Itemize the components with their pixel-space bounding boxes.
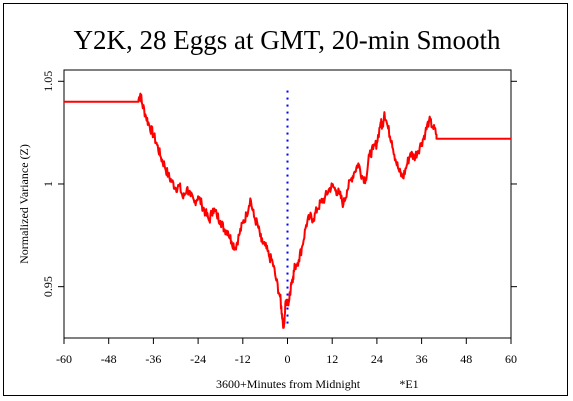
marker-dot [286,216,289,219]
x-tick-label: 24 [371,352,383,366]
x-axis-note: *E1 [399,377,418,391]
y-axis: 0.95 1 1.05 [41,71,517,297]
marker-dot [286,160,289,163]
marker-dot [286,321,289,324]
y-tick-label: 0.95 [41,276,55,297]
marker-dot [286,188,289,191]
marker-dot [286,132,289,135]
y-tick-label: 1 [41,181,55,187]
midnight-marker [286,90,289,324]
marker-dot [286,125,289,128]
chart-title: Y2K, 28 Eggs at GMT, 20-min Smooth [74,25,501,55]
marker-dot [286,209,289,212]
x-tick-label: 36 [416,352,428,366]
x-tick-label: -12 [235,352,251,366]
chart-frame [3,3,568,396]
x-tick-label: 48 [460,352,472,366]
marker-dot [286,293,289,296]
y-tick-label: 1.05 [41,71,55,92]
x-tick-label: -60 [56,352,72,366]
marker-dot [286,265,289,268]
series-lines [64,92,511,329]
marker-dot [286,251,289,254]
marker-dot [286,153,289,156]
marker-dot [286,195,289,198]
x-axis: -60 -48 -36 -24 -12 0 12 24 36 48 60 [56,338,517,366]
marker-dot [286,118,289,121]
marker-dot [286,174,289,177]
x-tick-label: -24 [190,352,206,366]
marker-dot [286,167,289,170]
x-tick-label: 60 [505,352,517,366]
marker-dot [286,223,289,226]
x-axis-label: 3600+Minutes from Midnight [216,377,361,391]
marker-dot [286,307,289,310]
marker-dot [286,202,289,205]
marker-dot [286,258,289,261]
marker-dot [286,111,289,114]
x-tick-label: 12 [326,352,338,366]
marker-dot [286,181,289,184]
marker-dot [286,286,289,289]
marker-dot [286,104,289,107]
x-tick-label: -48 [101,352,117,366]
marker-dot [286,314,289,317]
marker-dot [286,139,289,142]
marker-dot [286,146,289,149]
marker-dot [286,272,289,275]
marker-dot [286,244,289,247]
marker-dot [286,90,289,93]
x-tick-label: 0 [285,352,291,366]
y-axis-label: Normalized Variance (Z) [17,144,31,264]
marker-dot [286,237,289,240]
marker-dot [286,279,289,282]
marker-dot [286,97,289,100]
series-line [64,92,511,329]
marker-dot [286,230,289,233]
x-tick-label: -36 [145,352,161,366]
